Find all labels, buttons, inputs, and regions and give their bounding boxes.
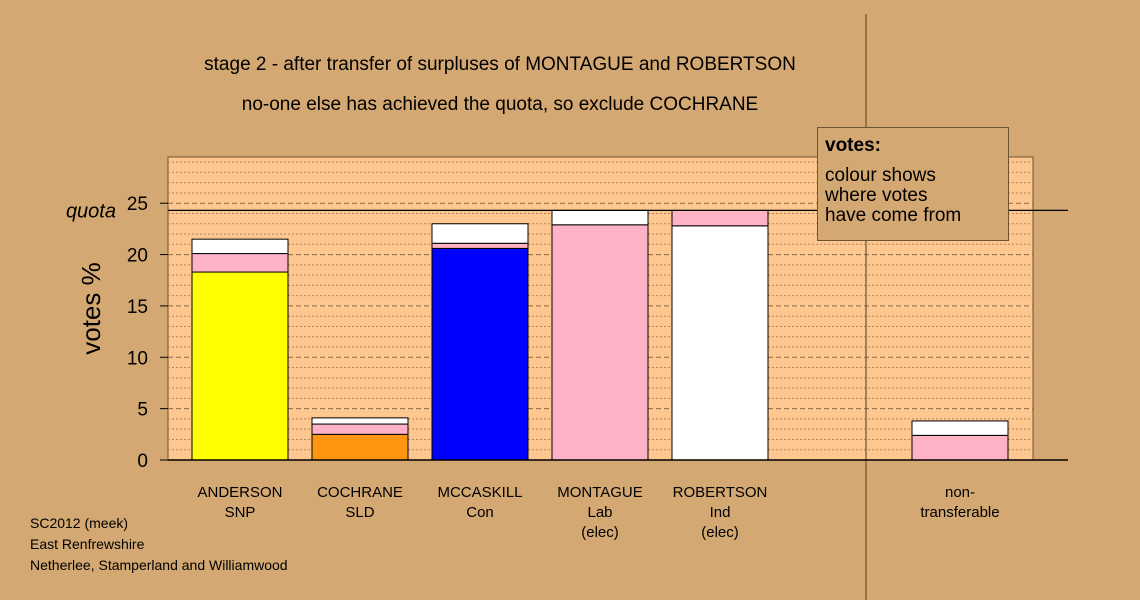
bar-segment: [311, 417, 409, 425]
legend-text: colour shows where votes have come from: [825, 165, 962, 226]
category-label: SNP: [225, 504, 256, 521]
category-label: ANDERSON: [197, 484, 282, 501]
bar-segment: [191, 271, 289, 461]
category-label: (elec): [701, 524, 739, 541]
y-tick-label: 0: [137, 451, 148, 472]
bar-segment: [431, 247, 529, 461]
y-tick-label: 15: [127, 297, 148, 318]
footer-ward: Netherlee, Stamperland and Williamwood: [30, 557, 288, 573]
bar-segment: [671, 225, 769, 461]
bar-segment: [431, 223, 529, 244]
category-label: MONTAGUE: [557, 484, 643, 501]
category-label: non-: [945, 484, 975, 501]
category-label: transferable: [920, 504, 999, 521]
bar-segment: [431, 242, 529, 249]
category-label: (elec): [581, 524, 619, 541]
category-label: Con: [466, 504, 494, 521]
y-tick-label: 25: [127, 194, 148, 215]
category-label: Lab: [587, 504, 612, 521]
legend-box: votes: colour shows where votes have com…: [817, 127, 1009, 241]
quota-label: quota: [66, 200, 116, 222]
bar-segment: [311, 433, 409, 461]
bar-segment: [191, 238, 289, 255]
bar-segment: [671, 209, 769, 227]
y-tick-label: 10: [127, 348, 148, 369]
category-label: COCHRANE: [317, 484, 403, 501]
category-label: MCCASKILL: [437, 484, 522, 501]
y-axis-label: votes %: [76, 262, 106, 355]
bar-segment: [551, 209, 649, 226]
y-tick-label: 20: [127, 246, 148, 267]
bar-segment: [911, 434, 1009, 461]
category-label: ROBERTSON: [673, 484, 768, 501]
footer-council: East Renfrewshire: [30, 536, 145, 552]
bar-segment: [311, 423, 409, 435]
category-label: SLD: [345, 504, 374, 521]
chart-title: stage 2 - after transfer of surpluses of…: [204, 54, 796, 75]
bar-segment: [911, 420, 1009, 436]
chart-subtitle: no-one else has achieved the quota, so e…: [241, 94, 759, 115]
y-tick-label: 5: [137, 400, 148, 421]
footer-source: SC2012 (meek): [30, 515, 129, 531]
category-label: Ind: [710, 504, 731, 521]
legend-title: votes:: [825, 135, 881, 156]
bar-segment: [191, 253, 289, 273]
bar-segment: [551, 224, 649, 461]
